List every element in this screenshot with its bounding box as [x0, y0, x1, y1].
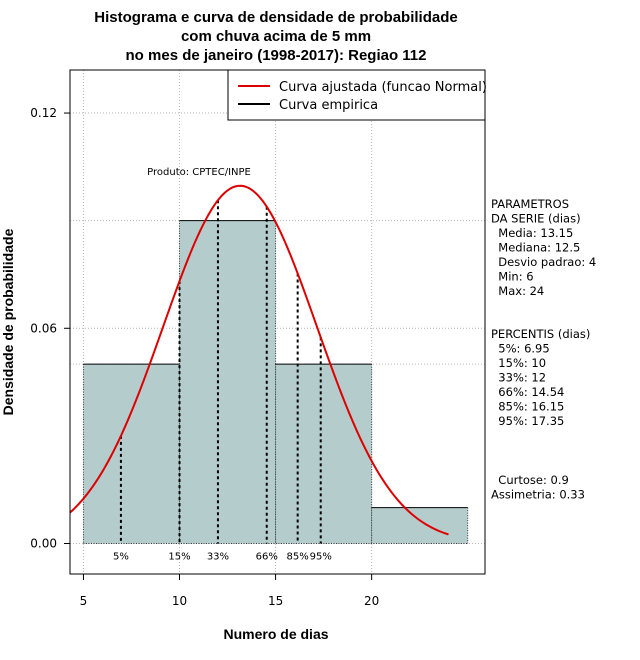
percentile-label-4: 66%	[256, 552, 278, 563]
percentile-label-1: 5%	[113, 552, 129, 563]
title-line-1: Histograma e curva de densidade de proba…	[94, 9, 457, 26]
title-line-3: no mes de janeiro (1998-2017): Regiao 11…	[126, 47, 427, 64]
chart-title: Histograma e curva de densidade de proba…	[94, 9, 457, 64]
legend-label-empirical: Curva empirica	[279, 98, 378, 113]
y-axis: 0.00 0.06 0.12	[30, 106, 70, 551]
percentile-label-3: 33%	[207, 552, 229, 563]
x-tick-label: 10	[172, 594, 187, 608]
histogram-bar-2	[179, 220, 276, 544]
percentile-stat-line-6: 85%: 16.15	[491, 400, 564, 414]
percentile-stat-line-3: 15%: 10	[491, 356, 546, 370]
shape-stat-line-1: Curtose: 0.9	[491, 473, 569, 487]
source-annotation: Produto: CPTEC/INPE	[147, 167, 251, 178]
legend: Curva ajustada (funcao Normal) Curva emp…	[227, 69, 487, 121]
normal-curve-line	[69, 184, 449, 536]
legend-label-fit: Curva ajustada (funcao Normal)	[279, 80, 487, 95]
percentile-stat-line-7: 95%: 17.35	[491, 414, 564, 428]
percentile-stat-line-5: 66%: 14.54	[491, 385, 564, 399]
histogram-bars	[82, 220, 469, 545]
y-axis-label: Densidade de probabilidade	[0, 228, 16, 415]
percentile-lines: 5% 15% 33% 66% 85% 95%	[113, 200, 332, 563]
percentile-label-2: 15%	[168, 552, 190, 563]
parameters-line-3: Media: 13.15	[491, 226, 573, 240]
y-tick-label: 0.06	[30, 321, 57, 335]
percentile-stat-line-1: PERCENTIS (dias)	[491, 327, 590, 341]
histogram-bar-4	[371, 507, 468, 544]
y-tick-label: 0.00	[30, 537, 57, 551]
title-line-2: com chuva acima de 5 mm	[181, 28, 371, 45]
x-tick-label: 20	[364, 594, 379, 608]
percentile-label-5: 85%	[287, 552, 309, 563]
x-tick-label: 15	[268, 594, 283, 608]
y-tick-label: 0.12	[30, 106, 57, 120]
parameters-line-4: Mediana: 12.5	[491, 241, 580, 255]
parameters-line-6: Min: 6	[491, 270, 534, 284]
parameters-line-2: DA SERIE (dias)	[491, 212, 581, 226]
x-axis: 5 10 15 20	[80, 574, 379, 608]
parameters-line-7: Max: 24	[491, 284, 544, 298]
percentile-stat-line-4: 33%: 12	[491, 371, 546, 385]
percentile-stat-line-2: 5%: 6.95	[491, 342, 550, 356]
percentile-label-6: 95%	[310, 552, 332, 563]
parameters-line-1: PARAMETROS	[491, 197, 569, 211]
parameters-line-5: Desvio padrao: 4	[491, 255, 596, 269]
shape-stat-line-2: Assimetria: 0.33	[491, 488, 585, 502]
x-tick-label: 5	[80, 594, 88, 608]
normal-curve	[69, 184, 449, 536]
legend-box	[227, 69, 486, 121]
histogram-bar-3	[275, 364, 372, 544]
x-axis-label: Numero de dias	[223, 626, 328, 642]
histogram-bar-1	[83, 364, 180, 544]
